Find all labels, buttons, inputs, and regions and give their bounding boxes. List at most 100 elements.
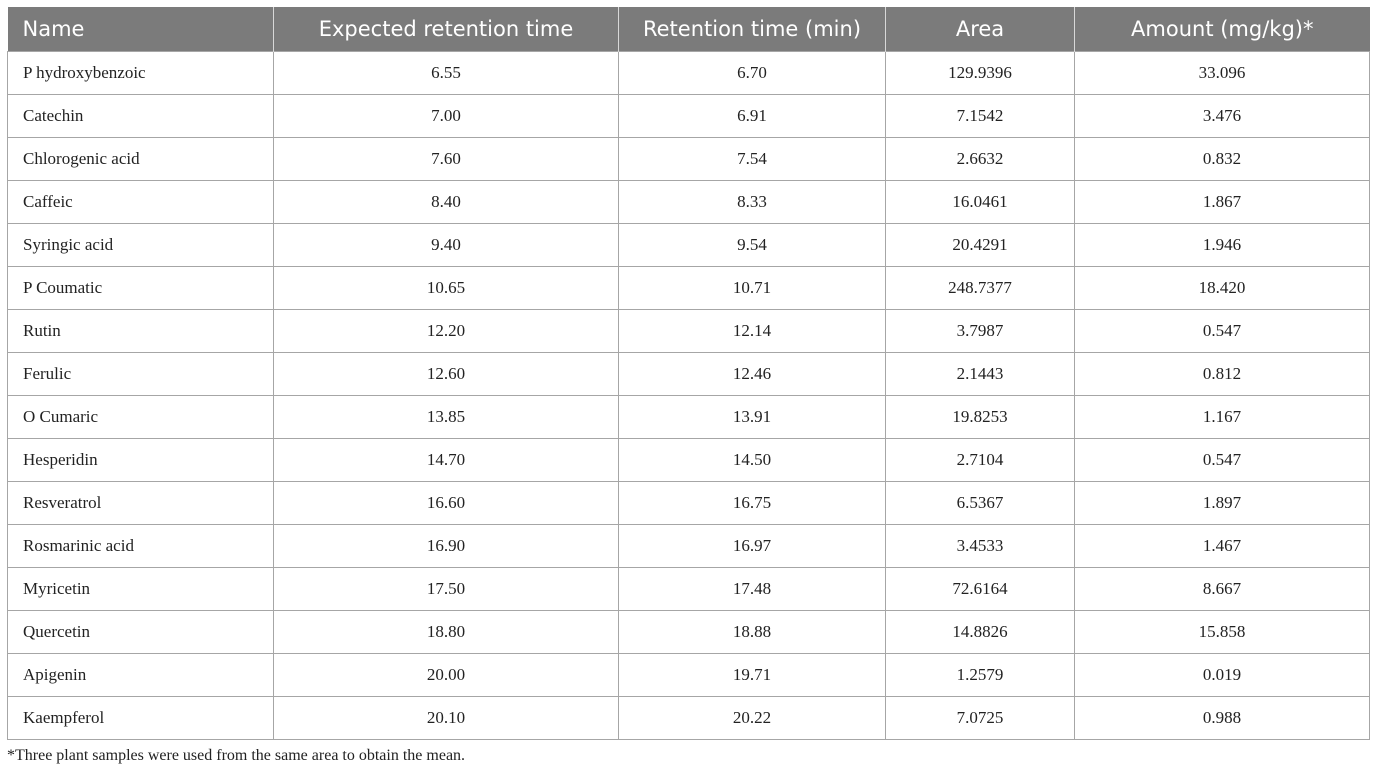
cell-name: P hydroxybenzoic (7, 51, 274, 95)
cell-expected-retention-time: 13.85 (273, 395, 619, 439)
cell-name: Rutin (7, 309, 274, 353)
cell-area: 2.1443 (885, 352, 1075, 396)
table-header: Name Expected retention time Retention t… (7, 7, 1370, 52)
cell-retention-time: 12.46 (618, 352, 886, 396)
cell-expected-retention-time: 14.70 (273, 438, 619, 482)
cell-area: 248.7377 (885, 266, 1075, 310)
cell-expected-retention-time: 16.60 (273, 481, 619, 525)
cell-name: Syringic acid (7, 223, 274, 267)
phenolic-compounds-table: Name Expected retention time Retention t… (7, 7, 1370, 740)
cell-name: Caffeic (7, 180, 274, 224)
cell-amount: 15.858 (1074, 610, 1370, 654)
cell-area: 19.8253 (885, 395, 1075, 439)
cell-retention-time: 7.54 (618, 137, 886, 181)
cell-name: Rosmarinic acid (7, 524, 274, 568)
cell-amount: 0.988 (1074, 696, 1370, 740)
cell-amount: 0.019 (1074, 653, 1370, 697)
cell-retention-time: 9.54 (618, 223, 886, 267)
cell-retention-time: 17.48 (618, 567, 886, 611)
cell-amount: 0.812 (1074, 352, 1370, 396)
cell-retention-time: 18.88 (618, 610, 886, 654)
cell-name: Resveratrol (7, 481, 274, 525)
cell-name: P Coumatic (7, 266, 274, 310)
cell-retention-time: 13.91 (618, 395, 886, 439)
cell-expected-retention-time: 20.10 (273, 696, 619, 740)
cell-expected-retention-time: 20.00 (273, 653, 619, 697)
cell-name: Apigenin (7, 653, 274, 697)
cell-expected-retention-time: 12.20 (273, 309, 619, 353)
table-row: Ferulic 12.60 12.46 2.1443 0.812 (7, 352, 1370, 396)
cell-retention-time: 16.97 (618, 524, 886, 568)
cell-expected-retention-time: 16.90 (273, 524, 619, 568)
table-row: Rosmarinic acid 16.90 16.97 3.4533 1.467 (7, 524, 1370, 568)
cell-expected-retention-time: 18.80 (273, 610, 619, 654)
cell-name: Quercetin (7, 610, 274, 654)
table-row: Kaempferol 20.10 20.22 7.0725 0.988 (7, 696, 1370, 740)
cell-expected-retention-time: 8.40 (273, 180, 619, 224)
cell-amount: 0.547 (1074, 309, 1370, 353)
table-row: Resveratrol 16.60 16.75 6.5367 1.897 (7, 481, 1370, 525)
cell-amount: 1.867 (1074, 180, 1370, 224)
cell-expected-retention-time: 7.60 (273, 137, 619, 181)
table-row: Syringic acid 9.40 9.54 20.4291 1.946 (7, 223, 1370, 267)
cell-amount: 1.897 (1074, 481, 1370, 525)
cell-area: 6.5367 (885, 481, 1075, 525)
table-row: O Cumaric 13.85 13.91 19.8253 1.167 (7, 395, 1370, 439)
cell-amount: 33.096 (1074, 51, 1370, 95)
cell-retention-time: 6.70 (618, 51, 886, 95)
cell-name: Hesperidin (7, 438, 274, 482)
cell-amount: 0.547 (1074, 438, 1370, 482)
cell-expected-retention-time: 9.40 (273, 223, 619, 267)
cell-name: Myricetin (7, 567, 274, 611)
table-footnote: *Three plant samples were used from the … (7, 747, 466, 764)
cell-retention-time: 10.71 (618, 266, 886, 310)
table-row: Rutin 12.20 12.14 3.7987 0.547 (7, 309, 1370, 353)
header-amount: Amount (mg/kg)* (1074, 7, 1370, 52)
cell-retention-time: 12.14 (618, 309, 886, 353)
cell-area: 2.6632 (885, 137, 1075, 181)
cell-area: 2.7104 (885, 438, 1075, 482)
table-row: P Coumatic 10.65 10.71 248.7377 18.420 (7, 266, 1370, 310)
cell-amount: 8.667 (1074, 567, 1370, 611)
cell-amount: 1.467 (1074, 524, 1370, 568)
cell-amount: 0.832 (1074, 137, 1370, 181)
cell-area: 1.2579 (885, 653, 1075, 697)
cell-amount: 1.946 (1074, 223, 1370, 267)
cell-area: 7.0725 (885, 696, 1075, 740)
cell-retention-time: 16.75 (618, 481, 886, 525)
cell-name: Chlorogenic acid (7, 137, 274, 181)
cell-area: 3.7987 (885, 309, 1075, 353)
cell-area: 20.4291 (885, 223, 1075, 267)
cell-expected-retention-time: 7.00 (273, 94, 619, 138)
cell-amount: 18.420 (1074, 266, 1370, 310)
cell-amount: 1.167 (1074, 395, 1370, 439)
cell-name: O Cumaric (7, 395, 274, 439)
header-retention-time: Retention time (min) (618, 7, 886, 52)
table-row: Myricetin 17.50 17.48 72.6164 8.667 (7, 567, 1370, 611)
cell-expected-retention-time: 17.50 (273, 567, 619, 611)
cell-name: Ferulic (7, 352, 274, 396)
cell-retention-time: 6.91 (618, 94, 886, 138)
cell-retention-time: 14.50 (618, 438, 886, 482)
table-row: Catechin 7.00 6.91 7.1542 3.476 (7, 94, 1370, 138)
cell-area: 3.4533 (885, 524, 1075, 568)
table-row: P hydroxybenzoic 6.55 6.70 129.9396 33.096 (7, 51, 1370, 95)
cell-expected-retention-time: 6.55 (273, 51, 619, 95)
data-table-container: Name Expected retention time Retention t… (7, 7, 1370, 740)
cell-retention-time: 20.22 (618, 696, 886, 740)
cell-area: 16.0461 (885, 180, 1075, 224)
table-row: Apigenin 20.00 19.71 1.2579 0.019 (7, 653, 1370, 697)
table-row: Hesperidin 14.70 14.50 2.7104 0.547 (7, 438, 1370, 482)
cell-amount: 3.476 (1074, 94, 1370, 138)
header-row: Name Expected retention time Retention t… (7, 7, 1370, 52)
table-row: Caffeic 8.40 8.33 16.0461 1.867 (7, 180, 1370, 224)
header-area: Area (885, 7, 1075, 52)
table-row: Chlorogenic acid 7.60 7.54 2.6632 0.832 (7, 137, 1370, 181)
cell-name: Kaempferol (7, 696, 274, 740)
cell-retention-time: 8.33 (618, 180, 886, 224)
cell-expected-retention-time: 12.60 (273, 352, 619, 396)
header-name: Name (7, 7, 274, 52)
table-body: P hydroxybenzoic 6.55 6.70 129.9396 33.096 Ca… (7, 51, 1370, 740)
cell-area: 7.1542 (885, 94, 1075, 138)
cell-name: Catechin (7, 94, 274, 138)
